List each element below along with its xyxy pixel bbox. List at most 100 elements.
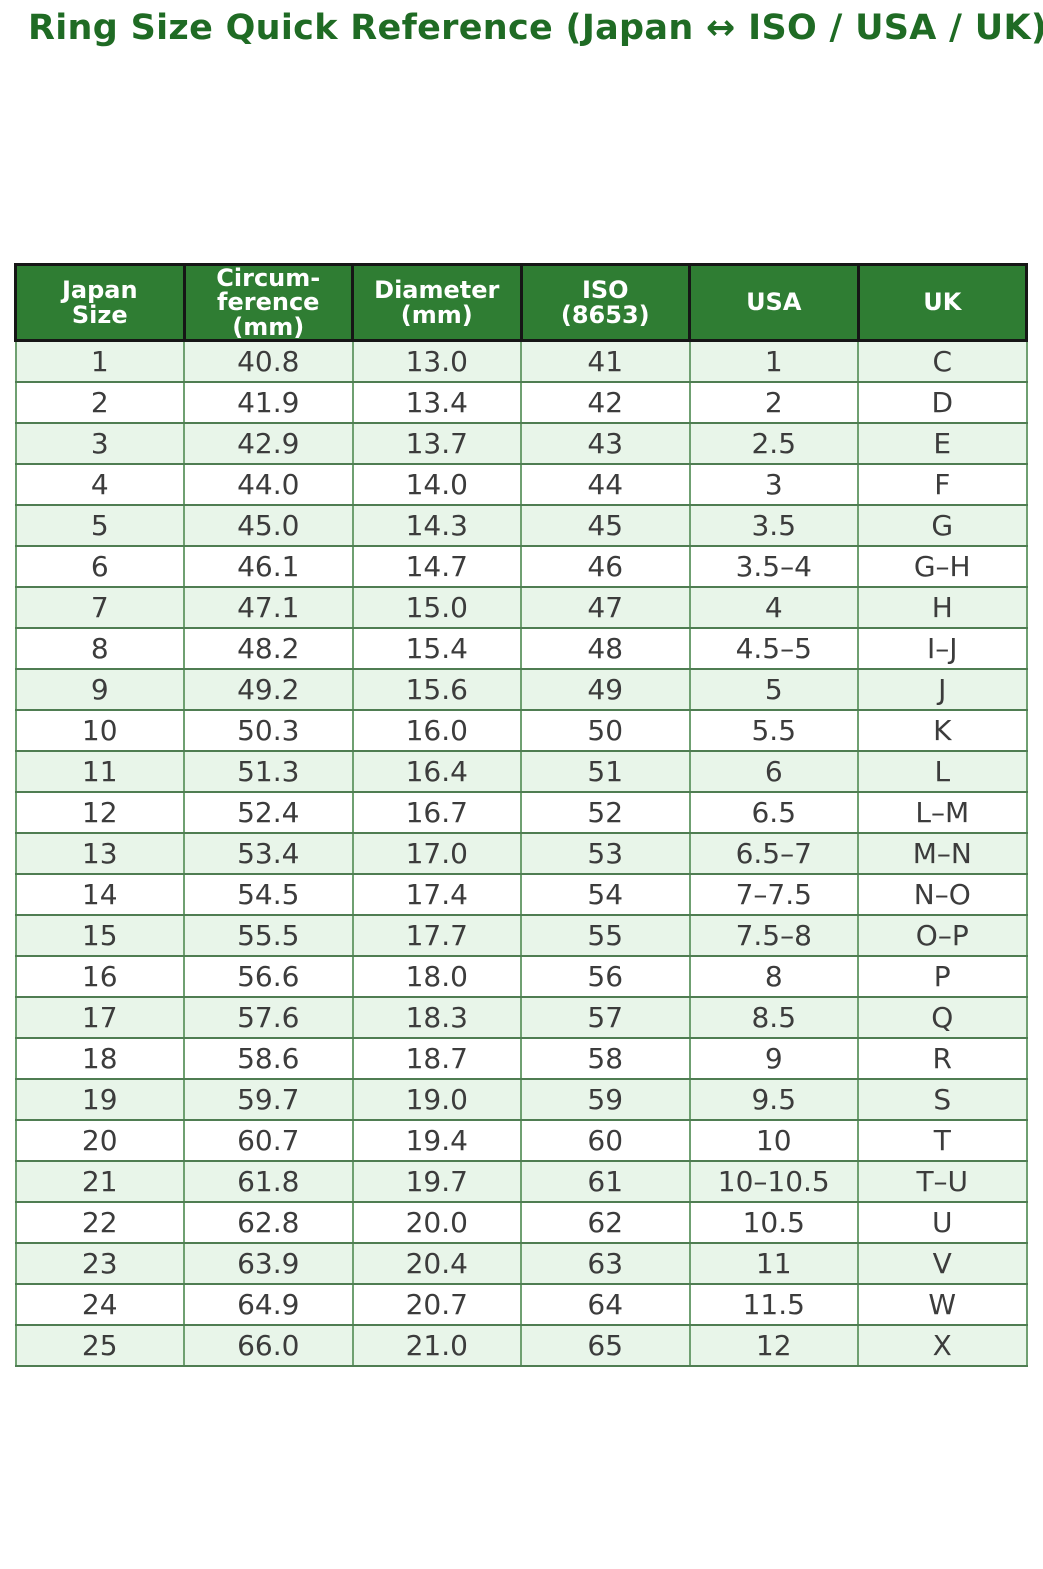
table-cell-japan-size: 18 (14, 1037, 185, 1081)
table-cell-usa: 10.5 (688, 1201, 859, 1245)
table-row: 2 41.9 13.4 42 2 D (14, 381, 1028, 425)
table-cell-japan-size: 8 (14, 627, 185, 671)
table-cell-uk: H (857, 586, 1028, 630)
table-cell-iso-8653: 57 (520, 996, 691, 1040)
table-cell-circumference-mm: 60.7 (183, 1119, 354, 1163)
table-cell-uk: C (857, 339, 1028, 384)
table-cell-japan-size: 7 (14, 586, 185, 630)
table-cell-circumference-mm: 56.6 (183, 955, 354, 999)
table-row: 20 60.7 19.4 60 10 T (14, 1119, 1028, 1163)
table-row: 19 59.7 19.0 59 9.5 S (14, 1078, 1028, 1122)
table-cell-usa: 2 (688, 381, 859, 425)
table-cell-circumference-mm: 48.2 (183, 627, 354, 671)
table-cell-diameter-mm: 15.0 (351, 586, 522, 630)
column-header-iso-8653: ISO (8653) (519, 262, 691, 343)
table-cell-uk: N–O (857, 873, 1028, 917)
table-cell-diameter-mm: 19.7 (351, 1160, 522, 1204)
table-cell-circumference-mm: 63.9 (183, 1242, 354, 1286)
table-row: 18 58.6 18.7 58 9 R (14, 1037, 1028, 1081)
table-cell-diameter-mm: 15.6 (351, 668, 522, 712)
table-row: 5 45.0 14.3 45 3.5 G (14, 504, 1028, 548)
table-cell-iso-8653: 59 (520, 1078, 691, 1122)
table-cell-diameter-mm: 15.4 (351, 627, 522, 671)
table-row: 7 47.1 15.0 47 4 H (14, 586, 1028, 630)
table-cell-circumference-mm: 52.4 (183, 791, 354, 835)
table-row: 23 63.9 20.4 63 11 V (14, 1242, 1028, 1286)
table-cell-diameter-mm: 16.4 (351, 750, 522, 794)
table-cell-uk: O–P (857, 914, 1028, 958)
table-cell-usa: 8 (688, 955, 859, 999)
table-cell-japan-size: 11 (14, 750, 185, 794)
table-cell-iso-8653: 46 (520, 545, 691, 589)
table-cell-iso-8653: 54 (520, 873, 691, 917)
table-cell-usa: 5.5 (688, 709, 859, 753)
table-cell-iso-8653: 42 (520, 381, 691, 425)
table-cell-usa: 10 (688, 1119, 859, 1163)
table-header-row: Japan Size Circum- ference (mm) Diameter (… (14, 262, 1028, 343)
table-body: 1 40.8 13.0 41 1 C 2 41.9 13.4 42 2 D 3 42.9 13.7 43 2.5… (14, 339, 1028, 1368)
table-cell-circumference-mm: 59.7 (183, 1078, 354, 1122)
table-row: 6 46.1 14.7 46 3.5–4 G–H (14, 545, 1028, 589)
table-cell-diameter-mm: 14.3 (351, 504, 522, 548)
table-cell-circumference-mm: 66.0 (183, 1324, 354, 1368)
table-cell-japan-size: 20 (14, 1119, 185, 1163)
table-cell-iso-8653: 63 (520, 1242, 691, 1286)
table-cell-usa: 5 (688, 668, 859, 712)
table-cell-iso-8653: 52 (520, 791, 691, 835)
column-header-diameter-mm: Diameter (mm) (351, 262, 523, 343)
table-cell-uk: W (857, 1283, 1028, 1327)
table-cell-japan-size: 19 (14, 1078, 185, 1122)
table-row: 8 48.2 15.4 48 4.5–5 I–J (14, 627, 1028, 671)
table-cell-diameter-mm: 16.0 (351, 709, 522, 753)
table-cell-circumference-mm: 46.1 (183, 545, 354, 589)
table-cell-circumference-mm: 41.9 (183, 381, 354, 425)
table-cell-japan-size: 25 (14, 1324, 185, 1368)
table-cell-usa: 3 (688, 463, 859, 507)
table-row: 22 62.8 20.0 62 10.5 U (14, 1201, 1028, 1245)
table-row: 3 42.9 13.7 43 2.5 E (14, 422, 1028, 466)
table-cell-iso-8653: 61 (520, 1160, 691, 1204)
table-cell-diameter-mm: 18.3 (351, 996, 522, 1040)
table-row: 9 49.2 15.6 49 5 J (14, 668, 1028, 712)
table-cell-uk: L–M (857, 791, 1028, 835)
table-cell-diameter-mm: 20.4 (351, 1242, 522, 1286)
table-cell-japan-size: 16 (14, 955, 185, 999)
table-cell-usa: 12 (688, 1324, 859, 1368)
table-cell-japan-size: 4 (14, 463, 185, 507)
table-cell-diameter-mm: 13.7 (351, 422, 522, 466)
table-cell-usa: 9 (688, 1037, 859, 1081)
table-cell-iso-8653: 43 (520, 422, 691, 466)
column-header-uk: UK (856, 262, 1028, 343)
table-cell-uk: U (857, 1201, 1028, 1245)
table-cell-uk: I–J (857, 627, 1028, 671)
table-cell-uk: X (857, 1324, 1028, 1368)
table-cell-iso-8653: 49 (520, 668, 691, 712)
table-cell-diameter-mm: 13.0 (351, 339, 522, 384)
table-row: 17 57.6 18.3 57 8.5 Q (14, 996, 1028, 1040)
table-cell-circumference-mm: 54.5 (183, 873, 354, 917)
table-cell-uk: E (857, 422, 1028, 466)
table-row: 1 40.8 13.0 41 1 C (14, 339, 1028, 384)
table-row: 24 64.9 20.7 64 11.5 W (14, 1283, 1028, 1327)
table-cell-iso-8653: 56 (520, 955, 691, 999)
table-cell-uk: G–H (857, 545, 1028, 589)
ring-size-table: Japan Size Circum- ference (mm) Diameter (… (14, 262, 1028, 1368)
table-cell-diameter-mm: 19.0 (351, 1078, 522, 1122)
table-cell-japan-size: 23 (14, 1242, 185, 1286)
table-cell-uk: M–N (857, 832, 1028, 876)
table-row: 13 53.4 17.0 53 6.5–7 M–N (14, 832, 1028, 876)
table-cell-uk: V (857, 1242, 1028, 1286)
table-cell-japan-size: 15 (14, 914, 185, 958)
table-cell-circumference-mm: 45.0 (183, 504, 354, 548)
table-cell-japan-size: 17 (14, 996, 185, 1040)
table-cell-diameter-mm: 14.0 (351, 463, 522, 507)
table-row: 16 56.6 18.0 56 8 P (14, 955, 1028, 999)
table-cell-usa: 4.5–5 (688, 627, 859, 671)
table-cell-circumference-mm: 42.9 (183, 422, 354, 466)
table-cell-usa: 6.5–7 (688, 832, 859, 876)
table-cell-uk: G (857, 504, 1028, 548)
table-row: 21 61.8 19.7 61 10–10.5 T–U (14, 1160, 1028, 1204)
table-cell-diameter-mm: 13.4 (351, 381, 522, 425)
table-cell-circumference-mm: 57.6 (183, 996, 354, 1040)
table-cell-iso-8653: 51 (520, 750, 691, 794)
